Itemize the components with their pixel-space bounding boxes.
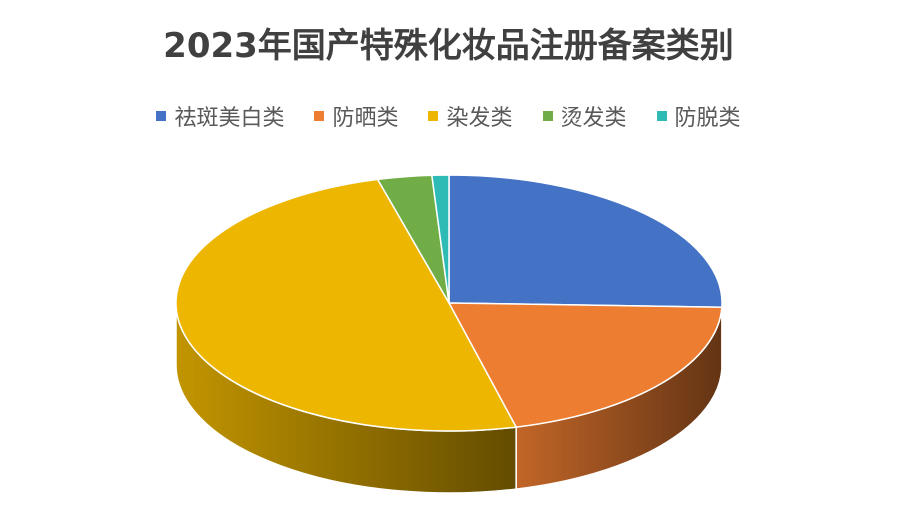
legend-swatch xyxy=(428,111,439,121)
legend-item: 防脱类 xyxy=(656,100,741,132)
legend-item: 祛斑美白类 xyxy=(156,100,284,132)
legend-label: 祛斑美白类 xyxy=(174,106,285,131)
pie-slice-0 xyxy=(448,174,723,308)
legend-swatch xyxy=(656,111,667,121)
legend-label: 染发类 xyxy=(446,106,513,131)
legend-swatch xyxy=(156,111,167,121)
legend-swatch xyxy=(542,111,553,121)
chart-title: 2023年国产特殊化妆品注册备案类别 xyxy=(163,26,734,66)
pie-slice-4 xyxy=(430,174,450,304)
legend-label: 防晒类 xyxy=(332,106,399,131)
legend-item: 防晒类 xyxy=(314,100,398,132)
legend-item: 染发类 xyxy=(428,100,513,132)
legend-label: 烫发类 xyxy=(560,106,627,131)
legend: 祛斑美白类 防晒类 染发类 烫发类 防脱类 xyxy=(0,100,897,132)
pie-slice-2 xyxy=(175,178,518,432)
legend-swatch xyxy=(314,111,325,121)
legend-item: 烫发类 xyxy=(542,100,627,132)
pie-slice-1 xyxy=(447,302,723,428)
legend-label: 防脱类 xyxy=(674,106,741,131)
